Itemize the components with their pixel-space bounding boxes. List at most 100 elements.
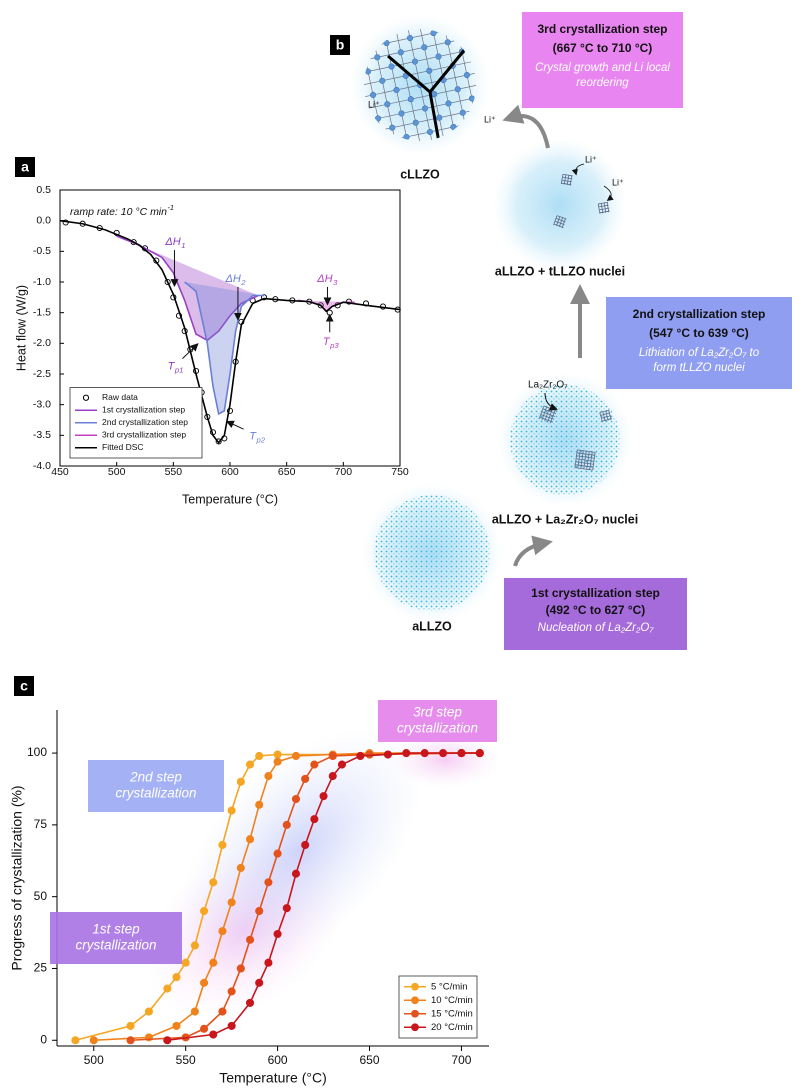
nucleus-line bbox=[566, 175, 570, 186]
lattice-atom bbox=[356, 144, 363, 151]
data-point bbox=[236, 964, 245, 973]
legend-marker bbox=[411, 1023, 419, 1032]
step-range: (547 °C to 639 °C) bbox=[649, 326, 749, 340]
legend-marker bbox=[411, 1009, 419, 1018]
data-point bbox=[255, 800, 264, 809]
lattice-atom bbox=[449, 1, 456, 8]
lattice-atom bbox=[397, 49, 404, 56]
legend-label: 10 °C/min bbox=[431, 995, 473, 1006]
legend-marker bbox=[82, 394, 90, 401]
nucleus-line bbox=[554, 220, 565, 226]
lattice-atom bbox=[425, 6, 432, 13]
y-tick-label: -1.5 bbox=[33, 306, 51, 318]
lattice-atom bbox=[486, 6, 493, 13]
inset-label: La₂Zr₂O₇ bbox=[528, 380, 568, 391]
ion-arrow bbox=[571, 163, 585, 176]
step-description: Lithiation of La₂Zr₂O₇ to bbox=[639, 347, 760, 359]
nucleus bbox=[560, 173, 573, 186]
ion-label: Li⁺ bbox=[484, 114, 496, 124]
lattice-atom bbox=[347, 158, 354, 165]
step-description: Crystal growth and Li local bbox=[535, 62, 670, 74]
nucleus bbox=[597, 201, 610, 214]
lattice-atom bbox=[502, 137, 509, 144]
lattice-atom bbox=[436, 114, 443, 121]
state-particle bbox=[510, 385, 620, 495]
data-point bbox=[163, 1036, 172, 1045]
lattice-atom bbox=[327, 64, 334, 71]
annotation-text: 2nd step bbox=[129, 770, 182, 785]
y-axis-label: Heat flow (W/g) bbox=[14, 285, 28, 371]
x-tick-label: 500 bbox=[108, 466, 126, 478]
lattice-atom bbox=[482, 43, 489, 50]
nucleus bbox=[538, 405, 558, 424]
data-point bbox=[227, 987, 236, 996]
nucleus-line bbox=[597, 203, 601, 214]
annotation-subscript: p2 bbox=[256, 436, 266, 445]
nucleus-line bbox=[608, 410, 612, 420]
data-point bbox=[126, 1036, 135, 1045]
lattice-atom bbox=[445, 100, 452, 107]
data-point bbox=[273, 849, 282, 858]
lattice-atom bbox=[479, 142, 486, 149]
data-point bbox=[126, 1021, 135, 1030]
data-point bbox=[291, 794, 301, 804]
data-point bbox=[383, 750, 392, 759]
data-point bbox=[301, 774, 310, 783]
lattice-atom bbox=[472, 0, 479, 3]
step-range: (667 °C to 710 °C) bbox=[553, 41, 653, 55]
panel-label: c bbox=[20, 678, 28, 694]
data-point bbox=[255, 751, 264, 760]
lattice-atom bbox=[370, 153, 377, 160]
lattice-atom bbox=[375, 176, 382, 183]
data-point bbox=[227, 1021, 236, 1030]
legend-label: 15 °C/min bbox=[431, 1008, 473, 1019]
nucleus-line bbox=[602, 418, 612, 422]
y-tick-label: -3.0 bbox=[33, 398, 51, 410]
nucleus-line bbox=[556, 215, 567, 220]
data-point bbox=[190, 941, 199, 950]
step-box bbox=[606, 297, 792, 389]
data-point bbox=[438, 749, 448, 758]
nucleus-line bbox=[598, 204, 609, 208]
haze bbox=[178, 728, 422, 972]
y-tick-label: 25 bbox=[34, 961, 48, 975]
legend-label: 2nd crystallization step bbox=[102, 417, 188, 427]
nucleus bbox=[574, 449, 596, 471]
data-point bbox=[273, 750, 282, 759]
step-description: Nucleation of La₂Zr₂O₇ bbox=[538, 622, 655, 634]
data-point bbox=[317, 302, 324, 309]
lattice-atom bbox=[411, 58, 419, 65]
lattice-atom bbox=[332, 87, 339, 94]
state-glow bbox=[493, 138, 627, 272]
nucleus-line bbox=[599, 412, 603, 423]
lattice-atom bbox=[374, 54, 381, 61]
nucleus-line bbox=[563, 174, 567, 185]
lattice-atom bbox=[488, 128, 495, 135]
lattice-atom bbox=[459, 109, 466, 116]
x-tick-label: 700 bbox=[335, 466, 353, 478]
lattice-atom bbox=[421, 105, 429, 112]
annotation-text: crystallization bbox=[115, 786, 196, 801]
data-point bbox=[236, 777, 245, 786]
data-point bbox=[164, 278, 171, 286]
y-tick-label: -2.5 bbox=[33, 368, 51, 380]
data-point bbox=[282, 820, 291, 829]
x-tick-label: 600 bbox=[268, 1053, 288, 1067]
area-fill bbox=[116, 236, 259, 341]
data-point bbox=[337, 760, 346, 769]
data-point bbox=[255, 906, 264, 916]
state-label: cLLZO bbox=[400, 167, 440, 181]
annotation-superscript: -1 bbox=[167, 203, 174, 212]
x-tick-label: 550 bbox=[165, 466, 183, 478]
annotation: T bbox=[323, 336, 331, 348]
x-axis-label: Temperature (°C) bbox=[182, 492, 278, 506]
lattice-atom bbox=[385, 162, 392, 169]
nucleus-line bbox=[602, 411, 606, 422]
lattice-atom bbox=[341, 12, 348, 19]
data-point bbox=[190, 1007, 199, 1016]
lattice-atom bbox=[393, 86, 400, 94]
annotation: ΔH bbox=[224, 273, 240, 285]
data-point bbox=[163, 984, 172, 993]
annotation: T bbox=[249, 430, 257, 442]
